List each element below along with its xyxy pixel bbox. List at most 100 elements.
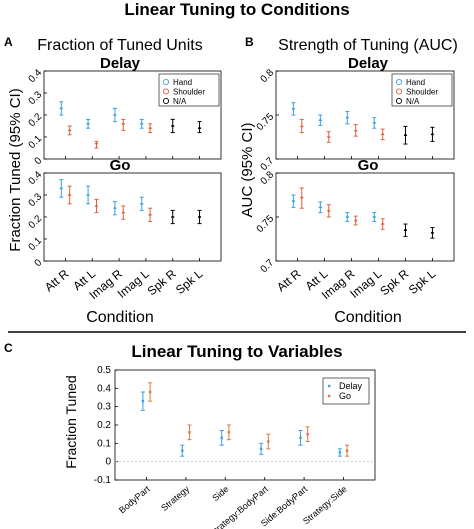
data-point-hand (345, 212, 350, 222)
panel-a-letter: A (4, 35, 13, 49)
y-tick-label: 0 (105, 457, 111, 468)
panel-b-delay-title: Delay (348, 55, 389, 72)
data-point-delay (180, 444, 185, 457)
data-point-delay (140, 391, 145, 411)
data-point-na (403, 223, 408, 237)
legend-marker (162, 78, 170, 86)
data-point-hand (112, 201, 117, 216)
panel-a-delay-title: Delay (100, 55, 141, 72)
data-point-shoulder (299, 187, 304, 209)
legend-label: Hand (406, 78, 425, 87)
data-point-shoulder (121, 118, 126, 131)
y-tick-label: 0.2 (97, 420, 111, 431)
x-tick-label: Spk R (145, 266, 179, 298)
data-point-na (197, 121, 202, 134)
data-point-hand (372, 117, 377, 129)
legend-marker (395, 78, 403, 86)
data-point-hand (86, 185, 91, 205)
legend-label: Go (339, 391, 351, 401)
x-tick-label: Att R (42, 266, 72, 294)
y-tick-label: 0.3 (27, 89, 45, 107)
data-point-go (305, 426, 310, 442)
panel-b-go-title: Go (358, 157, 379, 174)
data-point-hand (139, 118, 144, 129)
legend-marker (328, 394, 331, 398)
data-point-shoulder (148, 123, 153, 134)
marker (220, 436, 223, 440)
y-tick-label: 0.4 (97, 383, 111, 394)
y-tick-label: 0.3 (27, 191, 45, 209)
marker (227, 431, 231, 434)
y-tick-label: 0.4 (27, 169, 45, 187)
data-point-hand (372, 212, 377, 222)
y-tick-label: -0.1 (94, 475, 112, 486)
data-point-delay (298, 430, 303, 446)
legend-marker (395, 88, 403, 95)
y-tick-label: 0.5 (97, 365, 111, 376)
panel-b-letter: B (245, 35, 254, 49)
data-point-hand (345, 110, 350, 125)
data-point-na (170, 209, 175, 225)
marker (306, 432, 309, 436)
data-point-hand (59, 101, 64, 116)
data-point-shoulder (94, 140, 99, 149)
data-point-go (226, 424, 231, 441)
x-tick-label: Strategy (159, 484, 191, 514)
data-point-shoulder (121, 205, 126, 220)
y-tick-label: 0 (33, 155, 45, 167)
panel-b-ylabel: AUC (95% CI) (239, 122, 256, 217)
data-point-hand (291, 194, 296, 208)
data-point-hand (139, 196, 144, 211)
panel-a-go-title: Go (110, 157, 131, 174)
y-tick-label: 0.8 (259, 169, 277, 187)
data-point-go (266, 433, 271, 450)
data-point-delay (337, 448, 342, 457)
data-point-hand (112, 107, 117, 123)
legend-marker (162, 97, 170, 105)
panel-c-ylabel: Fraction Tuned (63, 375, 79, 468)
y-tick-label: 0.4 (27, 67, 45, 85)
data-point-hand (291, 102, 296, 116)
panel-a-ylabel: Fraction Tuned (95% CI) (7, 88, 24, 251)
data-point-shoulder (148, 207, 153, 222)
data-point-shoulder (67, 185, 72, 205)
x-tick-label: BodyPart (117, 484, 152, 516)
data-point-na (197, 209, 202, 225)
y-tick-label: 0.7 (259, 257, 277, 275)
panel-b-heading: Strength of Tuning (AUC) (278, 37, 458, 54)
y-tick-label: 0.75 (255, 213, 277, 235)
y-tick-label: 0.1 (27, 235, 45, 253)
axes-frame (275, 172, 455, 262)
legend-label: Shoulder (173, 88, 205, 97)
data-point-shoulder (326, 131, 331, 143)
marker (181, 449, 184, 452)
x-tick-label: Imag L (347, 266, 384, 301)
y-tick-label: 0.1 (97, 438, 111, 449)
data-point-na (170, 118, 175, 134)
data-point-na (403, 125, 408, 145)
data-point-shoulder (299, 118, 304, 134)
x-tick-label: Spk L (173, 266, 206, 297)
panel-a-heading: Fraction of Tuned Units (37, 37, 202, 54)
data-point-hand (318, 114, 323, 127)
marker (338, 451, 342, 454)
marker (345, 449, 349, 452)
data-point-shoulder (326, 204, 331, 218)
panel-a-xlabel: Condition (86, 309, 154, 326)
x-tick-label: Att R (274, 266, 304, 294)
data-point-shoulder (67, 125, 72, 136)
y-tick-label: 0.3 (97, 402, 111, 413)
legend-marker (395, 97, 403, 105)
data-point-na (430, 126, 435, 142)
data-point-go (148, 382, 153, 402)
x-tick-label: Spk L (406, 266, 439, 297)
data-point-delay (259, 442, 264, 455)
legend-label: N/A (173, 97, 187, 106)
marker (148, 390, 152, 394)
data-point-shoulder (380, 128, 385, 141)
legend-marker (328, 384, 331, 388)
legend-label: Hand (173, 78, 192, 87)
